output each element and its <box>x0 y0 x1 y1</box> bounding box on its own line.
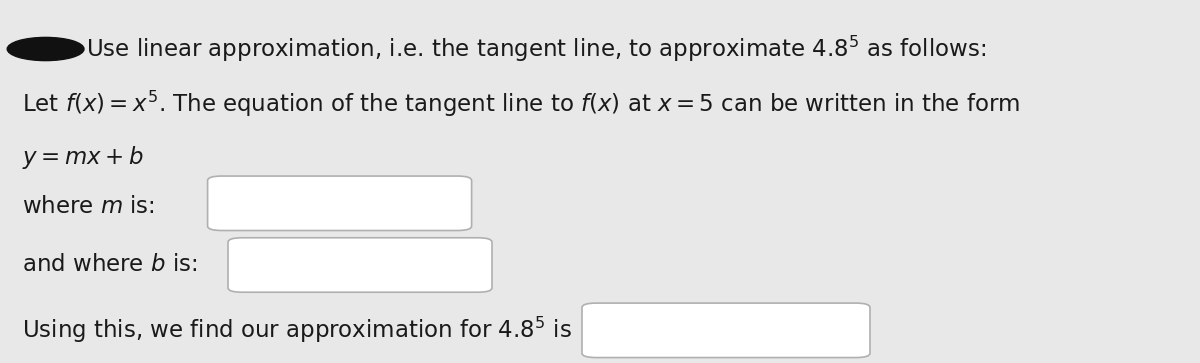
Text: Use linear approximation, i.e. the tangent line, to approximate $4.8^5$ as follo: Use linear approximation, i.e. the tange… <box>86 34 986 64</box>
Text: Let $f(x) = x^5$. The equation of the tangent line to $f(x)$ at $x = 5$ can be w: Let $f(x) = x^5$. The equation of the ta… <box>22 88 1020 119</box>
Text: $y = mx + b$: $y = mx + b$ <box>22 144 143 171</box>
FancyBboxPatch shape <box>582 303 870 358</box>
Text: and where $b$ is:: and where $b$ is: <box>22 253 197 277</box>
FancyBboxPatch shape <box>228 238 492 292</box>
FancyBboxPatch shape <box>208 176 472 231</box>
Text: Using this, we find our approximation for $4.8^5$ is: Using this, we find our approximation fo… <box>22 315 571 346</box>
Circle shape <box>7 37 84 61</box>
Text: where $m$ is:: where $m$ is: <box>22 195 155 219</box>
